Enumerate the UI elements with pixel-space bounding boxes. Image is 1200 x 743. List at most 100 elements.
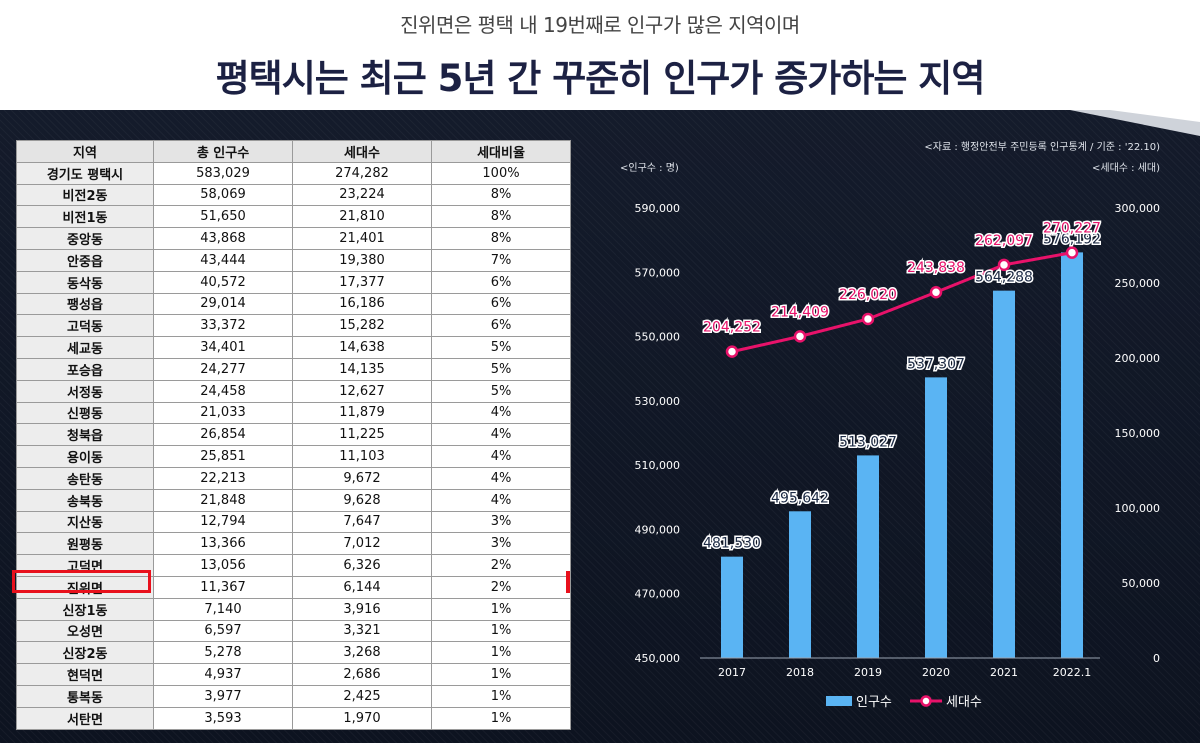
cell-households: 7,012 <box>292 532 432 556</box>
cell-ratio: 7% <box>431 248 571 272</box>
cell-region: 포승읍 <box>16 357 154 381</box>
table-row: 안중읍 43,444 19,380 7% <box>16 248 571 272</box>
cell-ratio: 5% <box>431 379 571 403</box>
cell-population: 3,977 <box>153 684 293 708</box>
cell-region: 서정동 <box>16 379 154 403</box>
cell-population: 34,401 <box>153 336 293 359</box>
cell-population: 13,366 <box>153 532 293 556</box>
table-row: 오성면 6,597 3,321 1% <box>16 619 571 643</box>
cell-ratio: 1% <box>431 684 571 708</box>
cell-households: 9,628 <box>292 488 432 512</box>
right-axis-unit: <세대수 : 세대) <box>1092 162 1160 174</box>
cell-region: 원평동 <box>16 532 154 556</box>
bar-label: 576,192 <box>1043 231 1101 247</box>
cell-households: 21,401 <box>292 227 432 250</box>
legend-swatch-households-marker <box>920 695 932 707</box>
table-row: 세교동 34,401 14,638 5% <box>16 336 571 359</box>
cell-households: 21,810 <box>292 205 432 229</box>
cell-ratio: 2% <box>431 554 571 577</box>
cell-population: 51,650 <box>153 205 293 229</box>
line-label: 214,409 <box>771 304 829 320</box>
cell-ratio: 4% <box>431 445 571 468</box>
cell-ratio: 3% <box>431 532 571 556</box>
x-axis-tick: 2020 <box>922 666 950 679</box>
cell-households: 6,144 <box>292 575 432 599</box>
cell-ratio: 100% <box>431 161 571 185</box>
bar-label: 564,288 <box>975 270 1033 286</box>
cell-households: 274,282 <box>292 161 432 185</box>
cell-region: 경기도 평택시 <box>16 161 154 185</box>
cell-region: 현덕면 <box>16 663 154 686</box>
cell-ratio: 6% <box>431 292 571 316</box>
cell-ratio: 1% <box>431 641 571 665</box>
table-body: 경기도 평택시 583,029 274,282 100% 비전2동 58,069 23,22… <box>16 161 571 730</box>
left-axis-tick: 450,000 <box>635 652 681 665</box>
right-axis-tick: 250,000 <box>1115 277 1161 290</box>
cell-households: 9,672 <box>292 466 432 490</box>
cell-ratio: 1% <box>431 597 571 621</box>
bar-2018 <box>789 511 811 658</box>
cell-population: 43,868 <box>153 227 293 250</box>
x-axis-tick: 2018 <box>786 666 814 679</box>
right-axis: 300,000 250,000 200,000 150,000 100,000 50,00… <box>1115 202 1161 665</box>
table-header-row: 지역 총 인구수 세대수 세대비율 <box>16 140 571 163</box>
highlight-marker <box>566 571 570 593</box>
cell-ratio: 4% <box>431 401 571 425</box>
cell-region: 세교동 <box>16 336 154 359</box>
column-header-region: 지역 <box>16 140 154 163</box>
cell-ratio: 6% <box>431 270 571 294</box>
households-line <box>731 251 1073 354</box>
cell-population: 24,458 <box>153 379 293 403</box>
cell-households: 3,916 <box>292 597 432 621</box>
cell-region: 지산동 <box>16 510 154 534</box>
cell-population: 26,854 <box>153 423 293 447</box>
cell-population: 40,572 <box>153 270 293 294</box>
highlight-box <box>12 570 151 593</box>
legend-swatch-population <box>826 696 852 706</box>
cell-population: 3,593 <box>153 706 293 730</box>
cell-population: 13,056 <box>153 554 293 577</box>
right-axis-tick: 300,000 <box>1115 202 1161 215</box>
cell-ratio: 6% <box>431 314 571 338</box>
bar-2021 <box>993 290 1015 658</box>
cell-population: 21,848 <box>153 488 293 512</box>
legend-label-households: 세대수 <box>946 695 982 710</box>
bar-label: 513,027 <box>839 434 897 450</box>
cell-households: 3,268 <box>292 641 432 665</box>
households-point <box>725 345 739 358</box>
table-row: 신장2동 5,278 3,268 1% <box>16 641 571 665</box>
cell-population: 58,069 <box>153 183 293 207</box>
column-header-population: 총 인구수 <box>153 140 293 163</box>
cell-households: 14,638 <box>292 336 432 359</box>
cell-households: 16,186 <box>292 292 432 316</box>
table-row: 현덕면 4,937 2,686 1% <box>16 663 571 686</box>
cell-households: 11,225 <box>292 423 432 447</box>
corner-decoration-inner <box>1110 110 1200 122</box>
x-axis: 2017 2018 2019 2020 2021 2022.1 <box>718 666 1091 679</box>
cell-population: 21,033 <box>153 401 293 425</box>
left-axis-tick: 470,000 <box>635 588 681 601</box>
households-point <box>997 258 1011 272</box>
cell-households: 19,380 <box>292 248 432 272</box>
left-axis-tick: 570,000 <box>635 266 681 279</box>
table-row: 서탄면 3,593 1,970 1% <box>16 706 571 730</box>
line-label: 226,020 <box>839 287 897 303</box>
table-row: 지산동 12,794 7,647 3% <box>16 510 571 534</box>
x-axis-tick: 2019 <box>854 666 882 679</box>
table-row-total: 경기도 평택시 583,029 274,282 100% <box>16 161 571 185</box>
cell-ratio: 1% <box>431 663 571 686</box>
line-label: 262,097 <box>975 233 1033 249</box>
cell-population: 33,372 <box>153 314 293 338</box>
cell-region: 안중읍 <box>16 248 154 272</box>
table-row: 중앙동 43,868 21,401 8% <box>16 227 571 250</box>
table-row: 송탄동 22,213 9,672 4% <box>16 466 571 490</box>
table-row: 송북동 21,848 9,628 4% <box>16 488 571 512</box>
legend-label-population: 인구수 <box>856 695 892 710</box>
cell-households: 15,282 <box>292 314 432 338</box>
right-axis-tick: 50,000 <box>1122 577 1161 590</box>
bar-2019 <box>857 455 879 658</box>
table-row: 서정동 24,458 12,627 5% <box>16 379 571 403</box>
cell-households: 2,425 <box>292 684 432 708</box>
right-axis-tick: 0 <box>1153 652 1160 665</box>
cell-region: 팽성읍 <box>16 292 154 316</box>
